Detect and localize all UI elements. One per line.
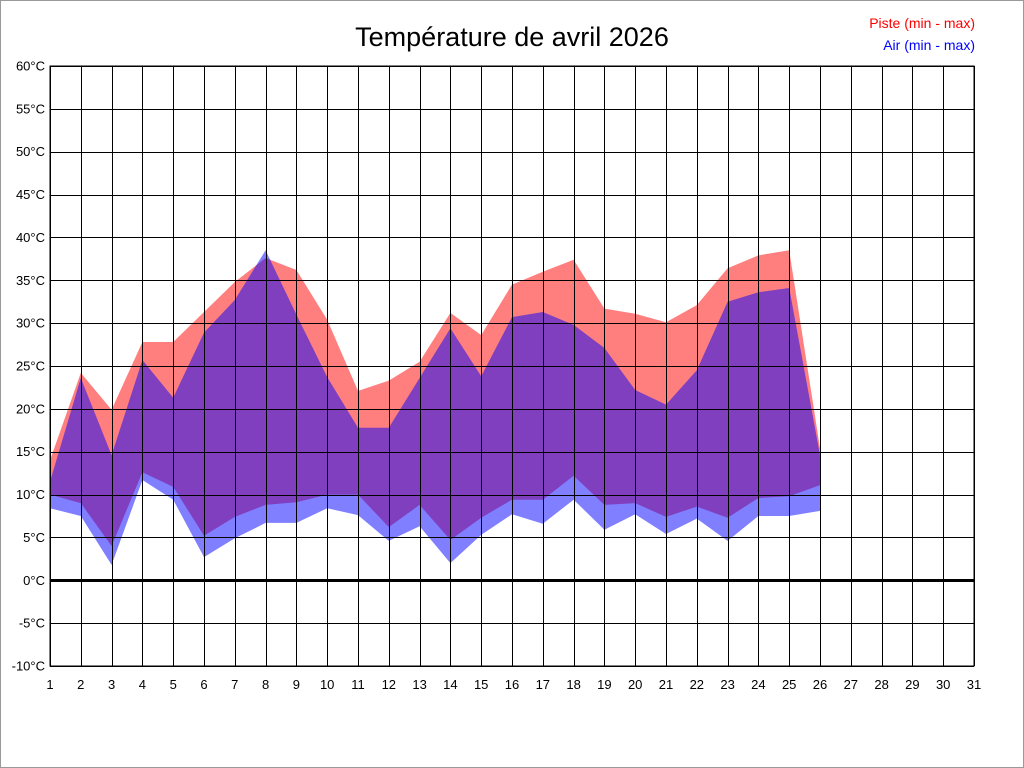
y-tick-label: 15°C xyxy=(16,444,45,459)
x-tick-label: 14 xyxy=(443,677,457,692)
x-tick-label: 21 xyxy=(659,677,673,692)
x-tick-label: 22 xyxy=(690,677,704,692)
x-tick-label: 26 xyxy=(813,677,827,692)
y-tick-label: 0°C xyxy=(23,573,45,588)
x-tick-label: 7 xyxy=(231,677,238,692)
x-tick-label: 6 xyxy=(200,677,207,692)
x-tick-label: 25 xyxy=(782,677,796,692)
x-tick-label: 30 xyxy=(936,677,950,692)
area-air-min-max xyxy=(50,250,820,565)
x-tick-label: 16 xyxy=(505,677,519,692)
x-tick-label: 24 xyxy=(751,677,765,692)
plot-area xyxy=(49,65,975,667)
x-tick-label: 12 xyxy=(382,677,396,692)
x-tick-label: 11 xyxy=(351,677,365,692)
x-tick-label: 28 xyxy=(874,677,888,692)
y-tick-label: -10°C xyxy=(12,659,45,674)
x-tick-label: 19 xyxy=(597,677,611,692)
y-tick-label: 20°C xyxy=(16,401,45,416)
x-tick-label: 9 xyxy=(293,677,300,692)
x-tick-label: 29 xyxy=(905,677,919,692)
x-tick-label: 2 xyxy=(77,677,84,692)
x-tick-label: 27 xyxy=(844,677,858,692)
y-tick-label: 50°C xyxy=(16,144,45,159)
x-tick-label: 18 xyxy=(566,677,580,692)
x-tick-label: 17 xyxy=(536,677,550,692)
x-tick-label: 23 xyxy=(720,677,734,692)
chart-title: Température de avril 2026 xyxy=(355,22,669,52)
y-tick-label: 60°C xyxy=(16,59,45,74)
legend-entry-piste: Piste (min - max) xyxy=(869,15,975,31)
legend-entry-air: Air (min - max) xyxy=(883,37,975,53)
x-tick-label: 8 xyxy=(262,677,269,692)
x-tick-label: 15 xyxy=(474,677,488,692)
x-tick-label: 1 xyxy=(46,677,53,692)
y-tick-label: 40°C xyxy=(16,230,45,245)
x-axis-tick-labels: 1 2 3 4 5 6 7 8 9 10 11 12 13 14 15 16 17 18 19 20 21 22 23 24 2… xyxy=(46,677,981,692)
y-tick-label: 30°C xyxy=(16,316,45,331)
x-tick-label: 10 xyxy=(320,677,334,692)
y-tick-label: 25°C xyxy=(16,359,45,374)
y-tick-label: 5°C xyxy=(23,530,45,545)
x-tick-label: 5 xyxy=(170,677,177,692)
legend: Piste (min - max) Air (min - max) xyxy=(869,15,975,53)
plot-border xyxy=(49,65,975,667)
x-tick-label: 4 xyxy=(139,677,146,692)
x-tick-label: 20 xyxy=(628,677,642,692)
y-tick-label: 35°C xyxy=(16,273,45,288)
x-tick-label: 31 xyxy=(967,677,981,692)
y-tick-label: 10°C xyxy=(16,487,45,502)
x-tick-label: 13 xyxy=(412,677,426,692)
y-tick-label: -5°C xyxy=(19,616,45,631)
x-tick-label: 3 xyxy=(108,677,115,692)
y-axis-tick-labels: 60°C 55°C 50°C 45°C 40°C 35°C 30°C 25°C 20°C 15°C… xyxy=(12,59,45,674)
y-tick-label: 45°C xyxy=(16,187,45,202)
y-tick-label: 55°C xyxy=(16,101,45,116)
